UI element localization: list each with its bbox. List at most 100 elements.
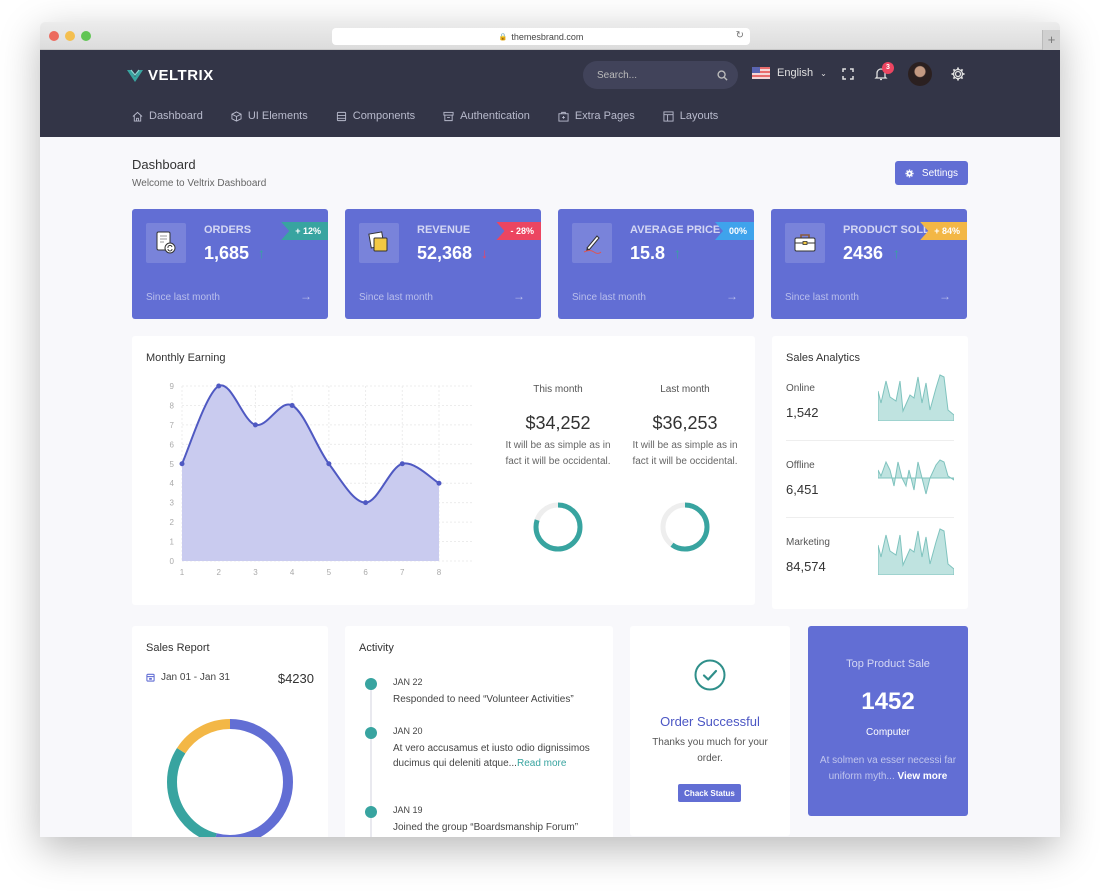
this-month-label: This month	[533, 384, 583, 395]
stat-value: 2436	[843, 243, 884, 263]
card-title: Sales Report	[146, 642, 210, 654]
stat-card-product-sold[interactable]: PRODUCT SOLD 2436 ↑ + 84% Since last mon…	[771, 209, 967, 319]
nav-item-extra-pages[interactable]: Extra Pages	[558, 110, 635, 122]
arrow-right-icon[interactable]: →	[726, 289, 738, 303]
svg-text:0: 0	[170, 557, 175, 566]
since-label: Since last month	[572, 292, 646, 303]
since-label: Since last month	[359, 292, 433, 303]
stat-label: PRODUCT SOLD	[843, 224, 931, 236]
svg-text:2: 2	[216, 568, 221, 577]
read-more-link[interactable]: Read more	[516, 758, 567, 769]
view-more-link[interactable]: View more	[897, 771, 948, 782]
order-title: Order Successful	[660, 714, 760, 729]
sales-report-donut-chart	[167, 719, 293, 837]
top-product-card: Top Product Sale 1452 Computer At solmen…	[808, 626, 968, 816]
analytics-row-offline: Offline 6,451	[786, 459, 954, 537]
divider	[786, 440, 954, 441]
stat-card-orders[interactable]: ORDERS 1,685 ↑ + 12% Since last month →	[132, 209, 328, 319]
timeline-dot	[365, 678, 377, 690]
main-nav: Dashboard UI Elements Components Authent…	[132, 110, 718, 122]
search-input[interactable]	[597, 69, 707, 81]
gear-icon[interactable]	[950, 66, 966, 82]
svg-text:6: 6	[363, 568, 368, 577]
svg-text:7: 7	[170, 421, 175, 430]
last-month-donut-chart	[660, 502, 710, 552]
order-success-card: Order Successful Thanks you much for you…	[630, 626, 790, 836]
timeline-dot	[365, 806, 377, 818]
offline-sparkline	[878, 459, 954, 495]
briefcase-icon	[785, 223, 825, 263]
url-text: themesbrand.com	[511, 31, 584, 42]
maximize-window-button[interactable]	[81, 31, 91, 41]
svg-text:2: 2	[170, 518, 175, 527]
new-tab-button[interactable]: +	[1042, 30, 1060, 50]
stat-card-revenue[interactable]: REVENUE 52,368 ↓ - 28% Since last month …	[345, 209, 541, 319]
svg-text:1: 1	[180, 568, 185, 577]
window-controls	[49, 31, 91, 41]
svg-text:9: 9	[170, 382, 175, 391]
pen-icon	[572, 223, 612, 263]
notes-icon	[359, 223, 399, 263]
brand-logo[interactable]: VELTRIX	[126, 67, 214, 84]
last-month-block: Last month $36,253 It will be as simple …	[625, 384, 745, 554]
svg-text:7: 7	[400, 568, 405, 577]
card-title: Activity	[359, 642, 394, 654]
divider	[786, 517, 954, 518]
svg-text:4: 4	[290, 568, 295, 577]
stat-label: AVERAGE PRICE	[630, 224, 721, 236]
user-avatar[interactable]	[908, 62, 932, 86]
date-range[interactable]: Jan 01 - Jan 31	[146, 672, 230, 683]
minimize-window-button[interactable]	[65, 31, 75, 41]
language-label: English	[777, 67, 814, 79]
since-label: Since last month	[785, 292, 859, 303]
briefcase-icon	[558, 111, 569, 122]
this-month-value: $34,252	[525, 413, 591, 433]
nav-item-layouts[interactable]: Layouts	[663, 110, 718, 122]
language-dropdown[interactable]: English ⌄	[752, 67, 827, 79]
check-circle-icon	[694, 659, 726, 691]
arrow-right-icon[interactable]: →	[939, 289, 951, 303]
change-ribbon: - 28%	[496, 222, 541, 240]
arrow-right-icon[interactable]: →	[300, 289, 312, 303]
arrow-up-icon: ↑	[674, 245, 681, 261]
search-box[interactable]	[583, 61, 738, 89]
top-product-name: Computer	[866, 727, 910, 738]
svg-text:5: 5	[327, 568, 332, 577]
check-status-button[interactable]: Chack Status	[678, 784, 741, 802]
order-desc: Thanks you much for your order.	[652, 737, 768, 764]
search-icon[interactable]	[717, 69, 728, 81]
close-window-button[interactable]	[49, 31, 59, 41]
database-icon	[336, 111, 346, 121]
arrow-right-icon[interactable]: →	[513, 289, 525, 303]
reload-icon[interactable]: ↻	[735, 30, 744, 41]
us-flag-icon	[752, 67, 770, 79]
stat-value: 52,368	[417, 243, 473, 263]
nav-item-components[interactable]: Components	[336, 110, 415, 122]
arrow-up-icon: ↑	[893, 245, 900, 261]
top-product-desc: At solmen va esser necessi far uniform m…	[819, 755, 957, 782]
top-navbar: VELTRIX English ⌄ 3 Dashboard UI Element…	[40, 50, 1060, 137]
home-icon	[132, 111, 143, 122]
svg-text:3: 3	[253, 568, 258, 577]
analytics-row-online: Online 1,542	[786, 374, 954, 460]
address-bar[interactable]: 🔒 themesbrand.com ↻	[332, 28, 750, 45]
timeline-dot	[365, 727, 377, 739]
nav-item-dashboard[interactable]: Dashboard	[132, 110, 203, 122]
svg-text:3: 3	[170, 499, 175, 508]
calendar-icon	[146, 673, 155, 682]
change-ribbon: 00%	[714, 222, 754, 240]
svg-text:4: 4	[170, 479, 175, 488]
arrow-up-icon: ↑	[258, 245, 265, 261]
logo-icon	[127, 69, 143, 82]
browser-titlebar: 🔒 themesbrand.com ↻ +	[40, 22, 1060, 50]
stat-card-average-price[interactable]: AVERAGE PRICE 15.8 ↑ 00% Since last mont…	[558, 209, 754, 319]
settings-button[interactable]: Settings	[895, 161, 968, 185]
fullscreen-icon[interactable]	[842, 68, 854, 80]
archive-icon	[443, 111, 454, 121]
nav-item-authentication[interactable]: Authentication	[443, 110, 530, 122]
analytics-row-marketing: Marketing 84,574	[786, 528, 954, 614]
change-ribbon: + 84%	[920, 222, 967, 240]
gear-icon	[905, 168, 914, 178]
nav-item-ui-elements[interactable]: UI Elements	[231, 110, 308, 122]
